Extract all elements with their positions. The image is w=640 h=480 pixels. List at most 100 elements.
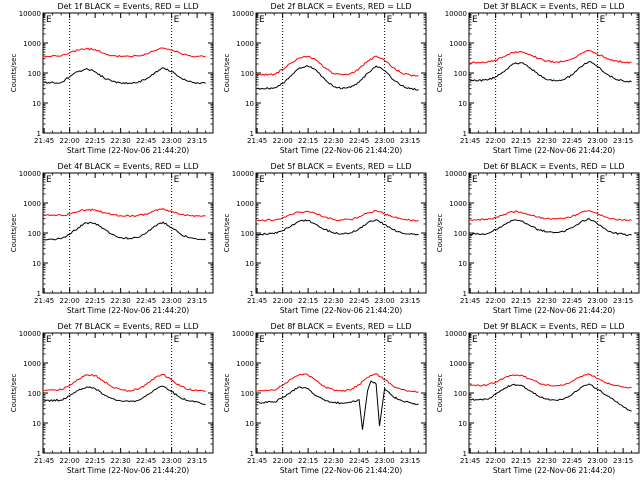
chart-title: Det 8f BLACK = Events, RED = LLD: [270, 322, 411, 331]
y-tick-label: 100: [454, 70, 467, 78]
x-tick-label: 23:00: [588, 137, 608, 145]
x-axis-label: Start Time (22-Nov-06 21:44:20): [493, 306, 615, 315]
panel: Det 9f BLACK = Events, RED = LLD 1 10 100 10…: [436, 322, 640, 475]
x-axis-label: Start Time (22-Nov-06 21:44:20): [493, 146, 615, 155]
x-tick-label: 22:45: [136, 457, 156, 465]
event-marker-label: E: [259, 15, 265, 25]
y-tick-label: 10000: [19, 330, 41, 338]
series-line-events: [256, 65, 419, 91]
y-axis-label: Counts/sec: [10, 374, 18, 413]
x-tick-label: 22:30: [111, 297, 131, 305]
x-axis-label: Start Time (22-Nov-06 21:44:20): [67, 466, 189, 475]
x-tick-label: 22:30: [537, 297, 557, 305]
event-marker-label: E: [387, 175, 393, 185]
x-tick-label: 22:45: [562, 137, 582, 145]
x-tick-label: 21:45: [34, 297, 54, 305]
series-line-events: [44, 385, 206, 406]
y-tick-label: 10000: [19, 10, 41, 18]
panel: Det 1f BLACK = Events, RED = LLD 1 10 100 10…: [10, 2, 214, 155]
y-tick-label: 100: [454, 230, 467, 238]
y-tick-label: 1000: [23, 200, 41, 208]
x-tick-label: 23:15: [400, 297, 420, 305]
x-tick-label: 21:45: [247, 457, 267, 465]
x-axis-label: Start Time (22-Nov-06 21:44:20): [280, 466, 402, 475]
x-tick-label: 23:00: [162, 457, 182, 465]
y-tick-label: 1: [463, 450, 467, 458]
x-tick-label: 22:30: [111, 137, 131, 145]
plot-frame: [42, 172, 214, 294]
x-tick-label: 21:45: [247, 297, 267, 305]
y-tick-label: 10: [32, 100, 41, 108]
x-tick-label: 22:30: [324, 457, 344, 465]
y-tick-label: 100: [28, 230, 41, 238]
y-tick-label: 10: [245, 420, 254, 428]
x-tick-label: 22:00: [60, 297, 80, 305]
x-tick-label: 23:00: [588, 457, 608, 465]
x-tick-label: 21:45: [34, 457, 54, 465]
plot-frame: [42, 12, 214, 134]
y-tick-label: 1: [37, 290, 41, 298]
x-tick-label: 22:00: [486, 137, 506, 145]
chart-title: Det 2f BLACK = Events, RED = LLD: [270, 2, 411, 11]
series-line-events: [256, 219, 419, 236]
y-tick-label: 1: [250, 290, 254, 298]
y-tick-label: 100: [28, 70, 41, 78]
x-tick-label: 22:15: [298, 457, 318, 465]
x-tick-label: 23:15: [187, 137, 207, 145]
series-line-lld: [43, 373, 206, 392]
x-tick-label: 23:15: [400, 137, 420, 145]
y-tick-label: 1: [463, 290, 467, 298]
event-marker-label: E: [46, 175, 52, 185]
x-axis-label: Start Time (22-Nov-06 21:44:20): [67, 146, 189, 155]
x-tick-label: 22:00: [60, 137, 80, 145]
series-line-lld: [44, 208, 206, 218]
x-tick-label: 22:15: [298, 137, 318, 145]
event-marker-label: E: [46, 15, 52, 25]
y-tick-label: 10: [245, 100, 254, 108]
chart-title: Det 1f BLACK = Events, RED = LLD: [57, 2, 198, 11]
x-tick-label: 23:15: [187, 457, 207, 465]
x-tick-label: 23:00: [588, 297, 608, 305]
y-tick-label: 10000: [445, 10, 467, 18]
series-line-events: [43, 67, 206, 85]
y-tick-label: 1000: [449, 40, 467, 48]
y-tick-label: 10: [32, 260, 41, 268]
y-axis-label: Counts/sec: [436, 54, 444, 93]
y-tick-label: 1000: [236, 40, 254, 48]
x-tick-label: 22:15: [85, 297, 105, 305]
event-marker-label: E: [472, 15, 478, 25]
y-tick-label: 1: [37, 450, 41, 458]
y-tick-label: 10: [245, 260, 254, 268]
panel: Det 2f BLACK = Events, RED = LLD 1 10 100 10…: [223, 2, 427, 155]
series-line-lld: [43, 47, 206, 58]
y-tick-label: 10000: [232, 170, 254, 178]
x-tick-label: 23:15: [613, 297, 633, 305]
x-tick-label: 22:15: [511, 137, 531, 145]
series-line-lld: [256, 373, 419, 393]
x-tick-label: 22:15: [85, 457, 105, 465]
x-tick-label: 23:15: [187, 297, 207, 305]
x-tick-label: 22:00: [273, 297, 293, 305]
y-axis-label: Counts/sec: [436, 374, 444, 413]
x-tick-label: 22:00: [486, 297, 506, 305]
plot-frame: [255, 332, 427, 454]
y-tick-label: 1: [37, 130, 41, 138]
y-tick-label: 1000: [236, 360, 254, 368]
x-tick-label: 21:45: [460, 297, 480, 305]
chart-title: Det 9f BLACK = Events, RED = LLD: [483, 322, 624, 331]
x-tick-label: 22:15: [511, 297, 531, 305]
y-tick-label: 10000: [232, 10, 254, 18]
x-tick-label: 21:45: [460, 137, 480, 145]
panel: Det 8f BLACK = Events, RED = LLD 1 10 100 10…: [223, 322, 427, 475]
y-tick-label: 100: [454, 390, 467, 398]
x-tick-label: 22:15: [298, 297, 318, 305]
y-tick-label: 1000: [23, 360, 41, 368]
series-line-events: [470, 383, 632, 412]
x-tick-label: 22:45: [562, 457, 582, 465]
y-tick-label: 1000: [23, 40, 41, 48]
x-tick-label: 22:15: [511, 457, 531, 465]
x-tick-label: 22:00: [60, 457, 80, 465]
chart-title: Det 6f BLACK = Events, RED = LLD: [483, 162, 624, 171]
y-axis-label: Counts/sec: [436, 214, 444, 253]
y-axis-label: Counts/sec: [10, 54, 18, 93]
